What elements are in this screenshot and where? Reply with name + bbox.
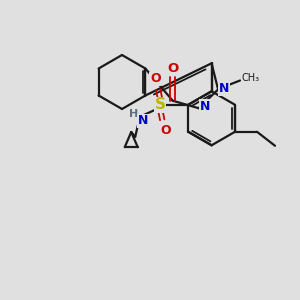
Text: N: N: [219, 82, 229, 95]
Text: O: O: [167, 62, 178, 75]
Text: CH₃: CH₃: [241, 74, 259, 83]
Text: O: O: [150, 72, 160, 85]
Text: S: S: [155, 97, 166, 112]
Text: O: O: [160, 124, 170, 137]
Text: H: H: [129, 109, 138, 119]
Text: N: N: [200, 100, 210, 113]
Text: N: N: [138, 114, 148, 127]
